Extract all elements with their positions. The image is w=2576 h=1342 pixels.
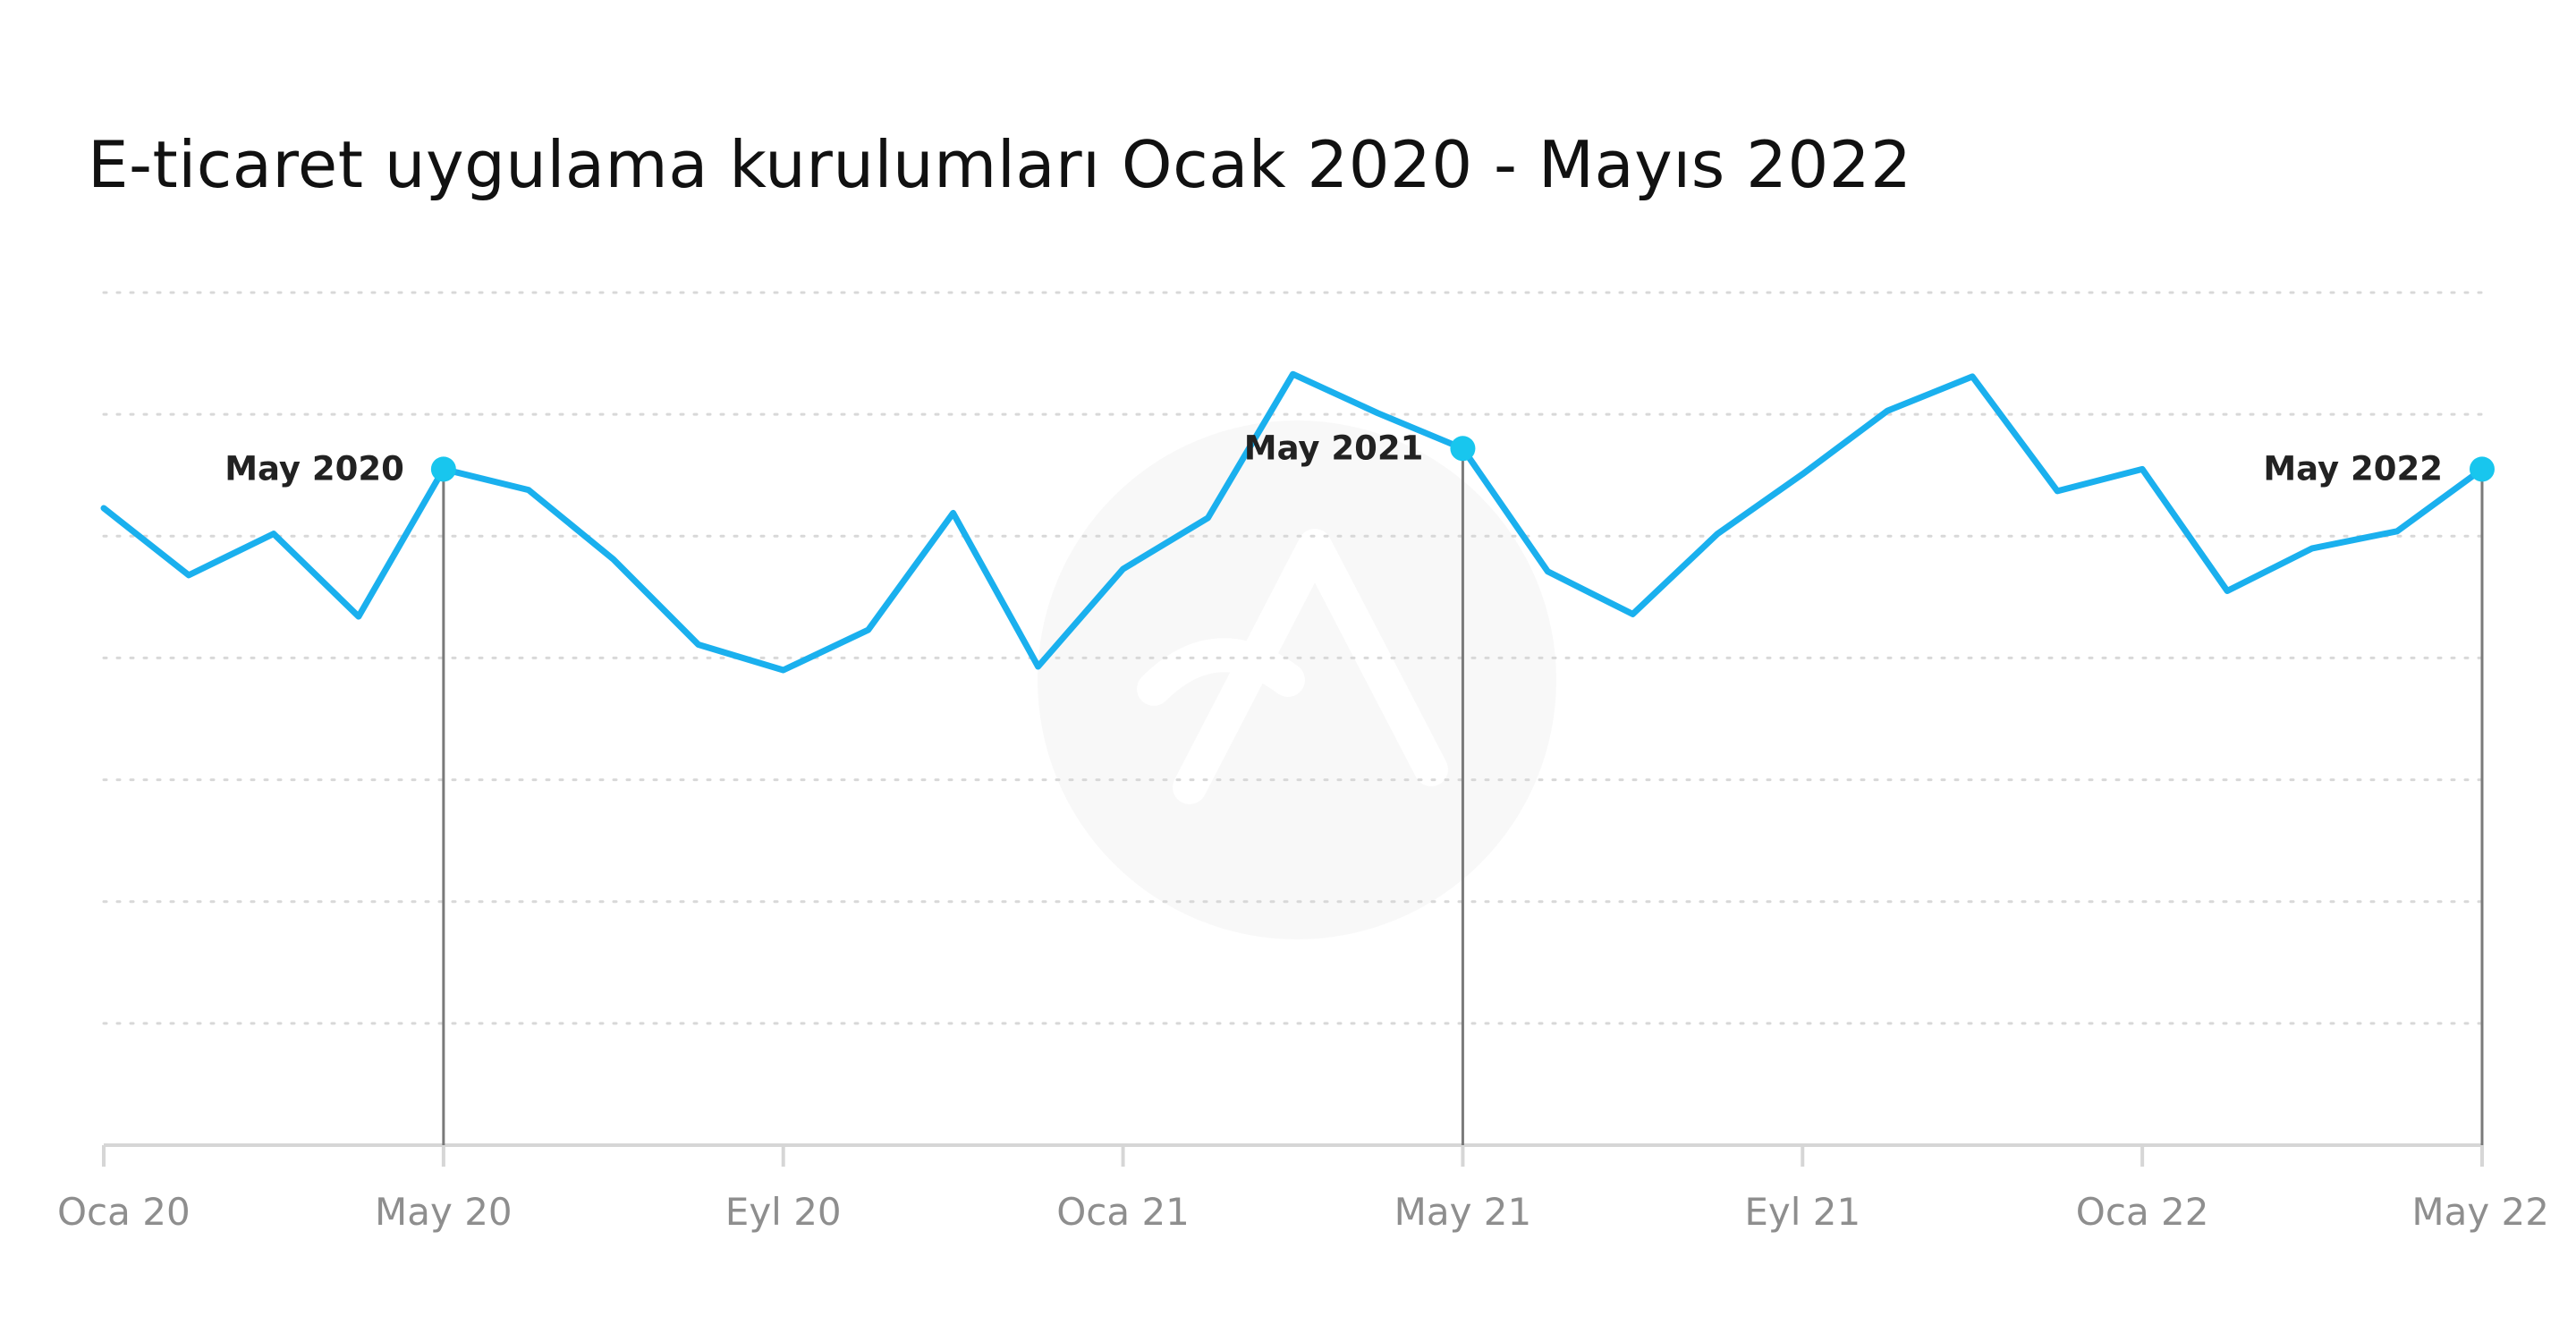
x-tick-label: May 20 <box>375 1190 513 1234</box>
highlight-dot <box>2470 456 2495 482</box>
x-tick-label: Oca 22 <box>2076 1190 2209 1234</box>
x-tick-label: Oca 21 <box>1056 1190 1190 1234</box>
x-tick-label: Oca 20 <box>57 1190 191 1234</box>
x-tick-label: Eyl 20 <box>725 1190 842 1234</box>
x-tick-label: May 22 <box>2411 1190 2549 1234</box>
highlight-labels: May 2020 May 2021 May 2022 <box>225 429 2443 488</box>
highlight-dots <box>430 436 2495 482</box>
watermark-logo-icon <box>1038 420 1556 939</box>
series-line <box>100 370 2486 674</box>
highlight-label: May 2020 <box>225 449 404 488</box>
highlight-label: May 2022 <box>2263 449 2443 488</box>
x-tick-label: Eyl 21 <box>1744 1190 1860 1234</box>
watermark-mark <box>1137 529 1448 804</box>
series-group <box>100 370 2486 674</box>
chart-title: E-ticaret uygulama kurulumları Ocak 2020… <box>88 127 1912 202</box>
x-tick-label: May 21 <box>1394 1190 1532 1234</box>
highlight-lines <box>442 448 2484 1145</box>
highlight-dot <box>430 456 456 482</box>
x-axis: Oca 20 May 20 Eyl 20 Oca 21 May 21 Eyl 21 Oca … <box>57 1143 2549 1234</box>
highlight-dot <box>1450 436 1476 462</box>
highlight-label: May 2021 <box>1244 429 1424 467</box>
